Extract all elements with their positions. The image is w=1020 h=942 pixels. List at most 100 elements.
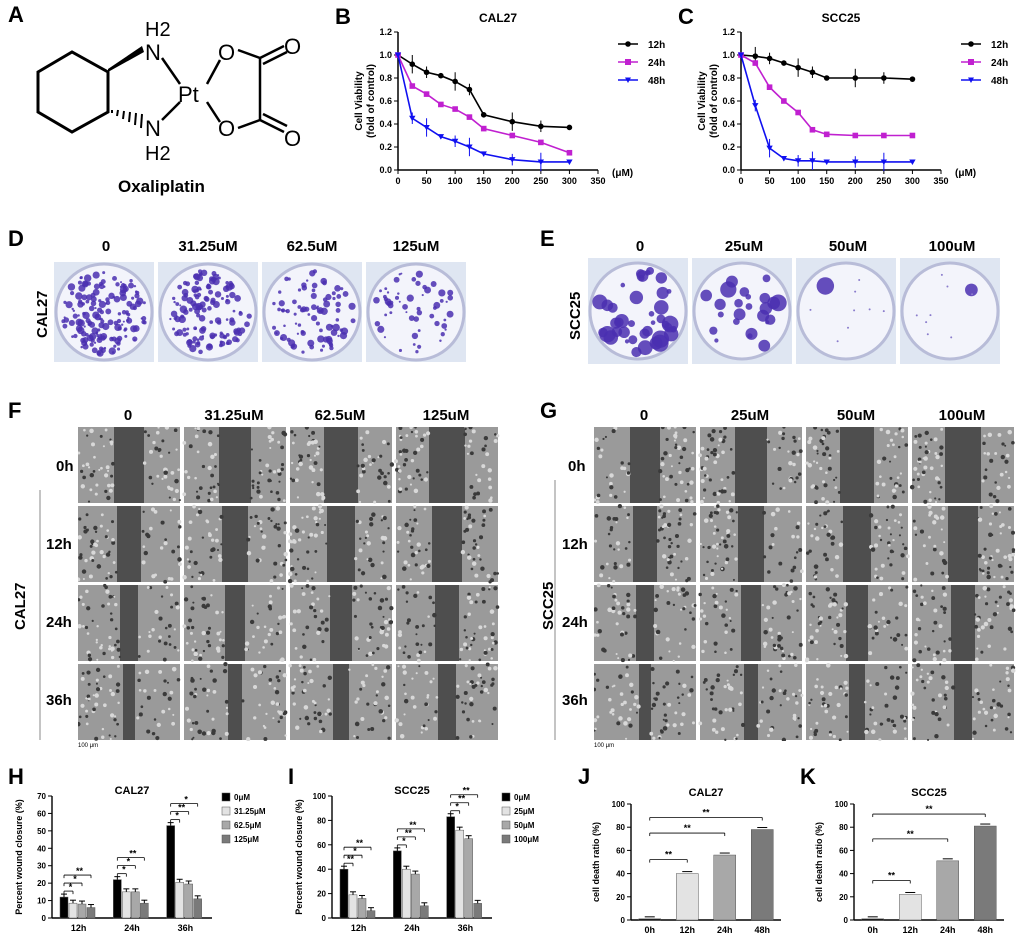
cell-speck: [387, 736, 391, 740]
cell-speck: [301, 530, 305, 534]
cell-speck: [214, 538, 219, 543]
cell-speck: [111, 538, 115, 542]
colony: [393, 276, 400, 283]
colony: [624, 339, 630, 344]
cell-speck: [426, 563, 431, 569]
cell-speck: [668, 537, 672, 542]
cell-speck: [685, 468, 690, 473]
cell-speck: [984, 724, 988, 728]
cell-layer-right: [767, 427, 802, 503]
cell-speck: [95, 638, 98, 642]
cell-speck: [736, 733, 739, 737]
cell-speck: [904, 737, 907, 741]
cell-speck: [942, 592, 948, 597]
cell-speck: [943, 640, 946, 643]
cell-speck: [828, 730, 832, 734]
cell-speck: [313, 533, 318, 538]
cell-speck: [311, 577, 314, 580]
cell-speck: [307, 440, 312, 445]
point-12h: [538, 123, 544, 130]
cell-speck: [735, 737, 738, 740]
cell-speck: [491, 723, 494, 726]
cell-speck: [109, 737, 112, 741]
cell-speck: [898, 445, 901, 449]
cell-speck: [205, 519, 209, 523]
wound-g-row-3: 36h: [562, 692, 588, 709]
colony: [93, 283, 100, 290]
cell-speck: [991, 698, 996, 703]
colony: [317, 335, 325, 343]
colony: [73, 333, 78, 339]
cell-speck: [724, 623, 729, 627]
cell-speck: [263, 625, 267, 629]
cell-speck: [94, 543, 99, 548]
cell-speck: [617, 504, 623, 509]
cell-speck: [78, 555, 83, 560]
wound-f-row-2: 24h: [46, 614, 72, 631]
cell-speck: [84, 625, 89, 630]
panel-label-j: J: [578, 764, 591, 789]
cell-speck: [728, 500, 731, 503]
cell-speck: [895, 676, 900, 681]
cell-speck: [977, 553, 982, 558]
cell-speck: [662, 495, 666, 499]
cell-speck: [903, 546, 908, 551]
cell-speck: [466, 717, 470, 722]
cell-speck: [109, 440, 114, 445]
cell-speck: [163, 470, 168, 475]
cell-speck: [884, 665, 888, 670]
cell-speck: [395, 467, 399, 472]
cell-speck: [110, 483, 115, 488]
cell-speck: [468, 427, 473, 430]
significance-mark: **: [458, 794, 466, 804]
cell-speck: [288, 532, 293, 536]
cell-speck: [594, 437, 599, 443]
cell-speck: [269, 627, 274, 632]
cell-speck: [815, 628, 819, 633]
cell-speck: [977, 697, 981, 701]
bar-12h: [899, 894, 922, 921]
cell-speck: [463, 629, 467, 632]
y-tick-label: 0.4: [722, 119, 735, 129]
cell-speck: [717, 508, 721, 512]
cell-speck: [993, 706, 996, 710]
cell-speck: [177, 468, 181, 472]
cell-speck: [352, 598, 356, 602]
cell-speck: [980, 650, 984, 654]
cell-speck: [354, 700, 358, 704]
cell-speck: [328, 712, 332, 716]
cell-speck: [767, 570, 771, 574]
culture-dish: [900, 261, 1000, 361]
cell-speck: [726, 533, 731, 538]
cell-speck: [209, 486, 213, 490]
cell-speck: [137, 678, 141, 683]
cell-speck: [263, 736, 268, 741]
cell-speck: [610, 586, 613, 589]
colony: [213, 333, 218, 337]
cell-speck: [771, 688, 776, 693]
cell-speck: [871, 706, 875, 710]
cell-speck: [918, 460, 922, 464]
cell-speck: [879, 576, 884, 581]
cell-speck: [704, 474, 707, 477]
colony: [225, 332, 230, 337]
cell-speck: [766, 438, 769, 441]
cell-speck: [993, 713, 998, 719]
cell-speck: [91, 619, 94, 622]
cell-speck: [836, 702, 841, 708]
cell-speck: [654, 599, 657, 602]
cell-speck: [778, 430, 783, 435]
cell-speck: [481, 523, 486, 527]
cell-speck: [845, 686, 849, 690]
cell-speck: [201, 630, 206, 636]
cell-speck: [667, 522, 672, 527]
cell-speck: [418, 473, 422, 477]
cell-speck: [190, 606, 195, 611]
cell-speck: [844, 715, 848, 719]
cell-speck: [410, 552, 416, 558]
cell-speck: [823, 483, 828, 488]
cell-speck: [489, 609, 495, 614]
colony: [186, 327, 190, 331]
cell-speck: [677, 655, 681, 658]
